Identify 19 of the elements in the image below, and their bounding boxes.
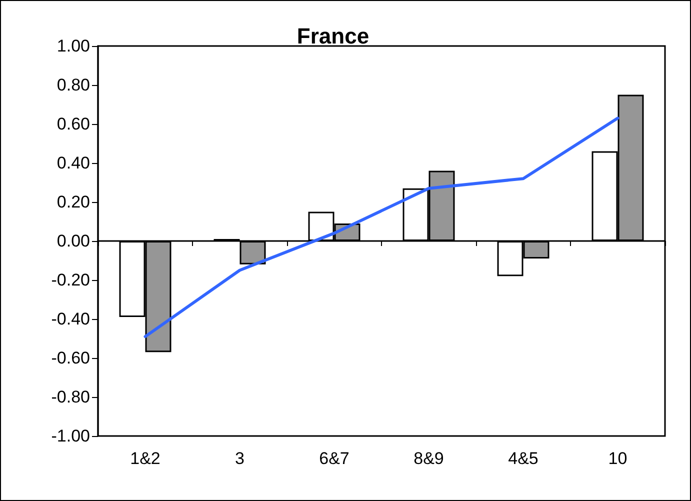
y-tick-label: -0.60 [51,348,90,368]
y-tick-label: 0.00 [56,232,90,250]
line-series [144,116,620,338]
x-tick-label: 3 [235,449,244,468]
x-tick-label: 8&9 [414,449,444,468]
y-tick-label: 0.80 [56,76,90,94]
x-tick-label: 10 [608,449,628,468]
y-tick-label: -0.80 [51,388,90,406]
chart-title: France [296,24,370,48]
x-tick-label: 6&7 [319,449,350,468]
y-tick-label: 1.00 [56,36,90,56]
y-tick-label: -1.00 [51,426,90,446]
x-tick-label: 4&5 [508,449,538,468]
y-tick-label: -0.20 [51,270,90,290]
y-tick-label: 0.40 [56,154,90,172]
y-tick-label: 0.20 [56,192,90,212]
y-tick-label: 0.60 [56,114,90,134]
y-tick-label: -0.40 [51,310,90,328]
x-tick-label: 1&2 [130,449,160,468]
